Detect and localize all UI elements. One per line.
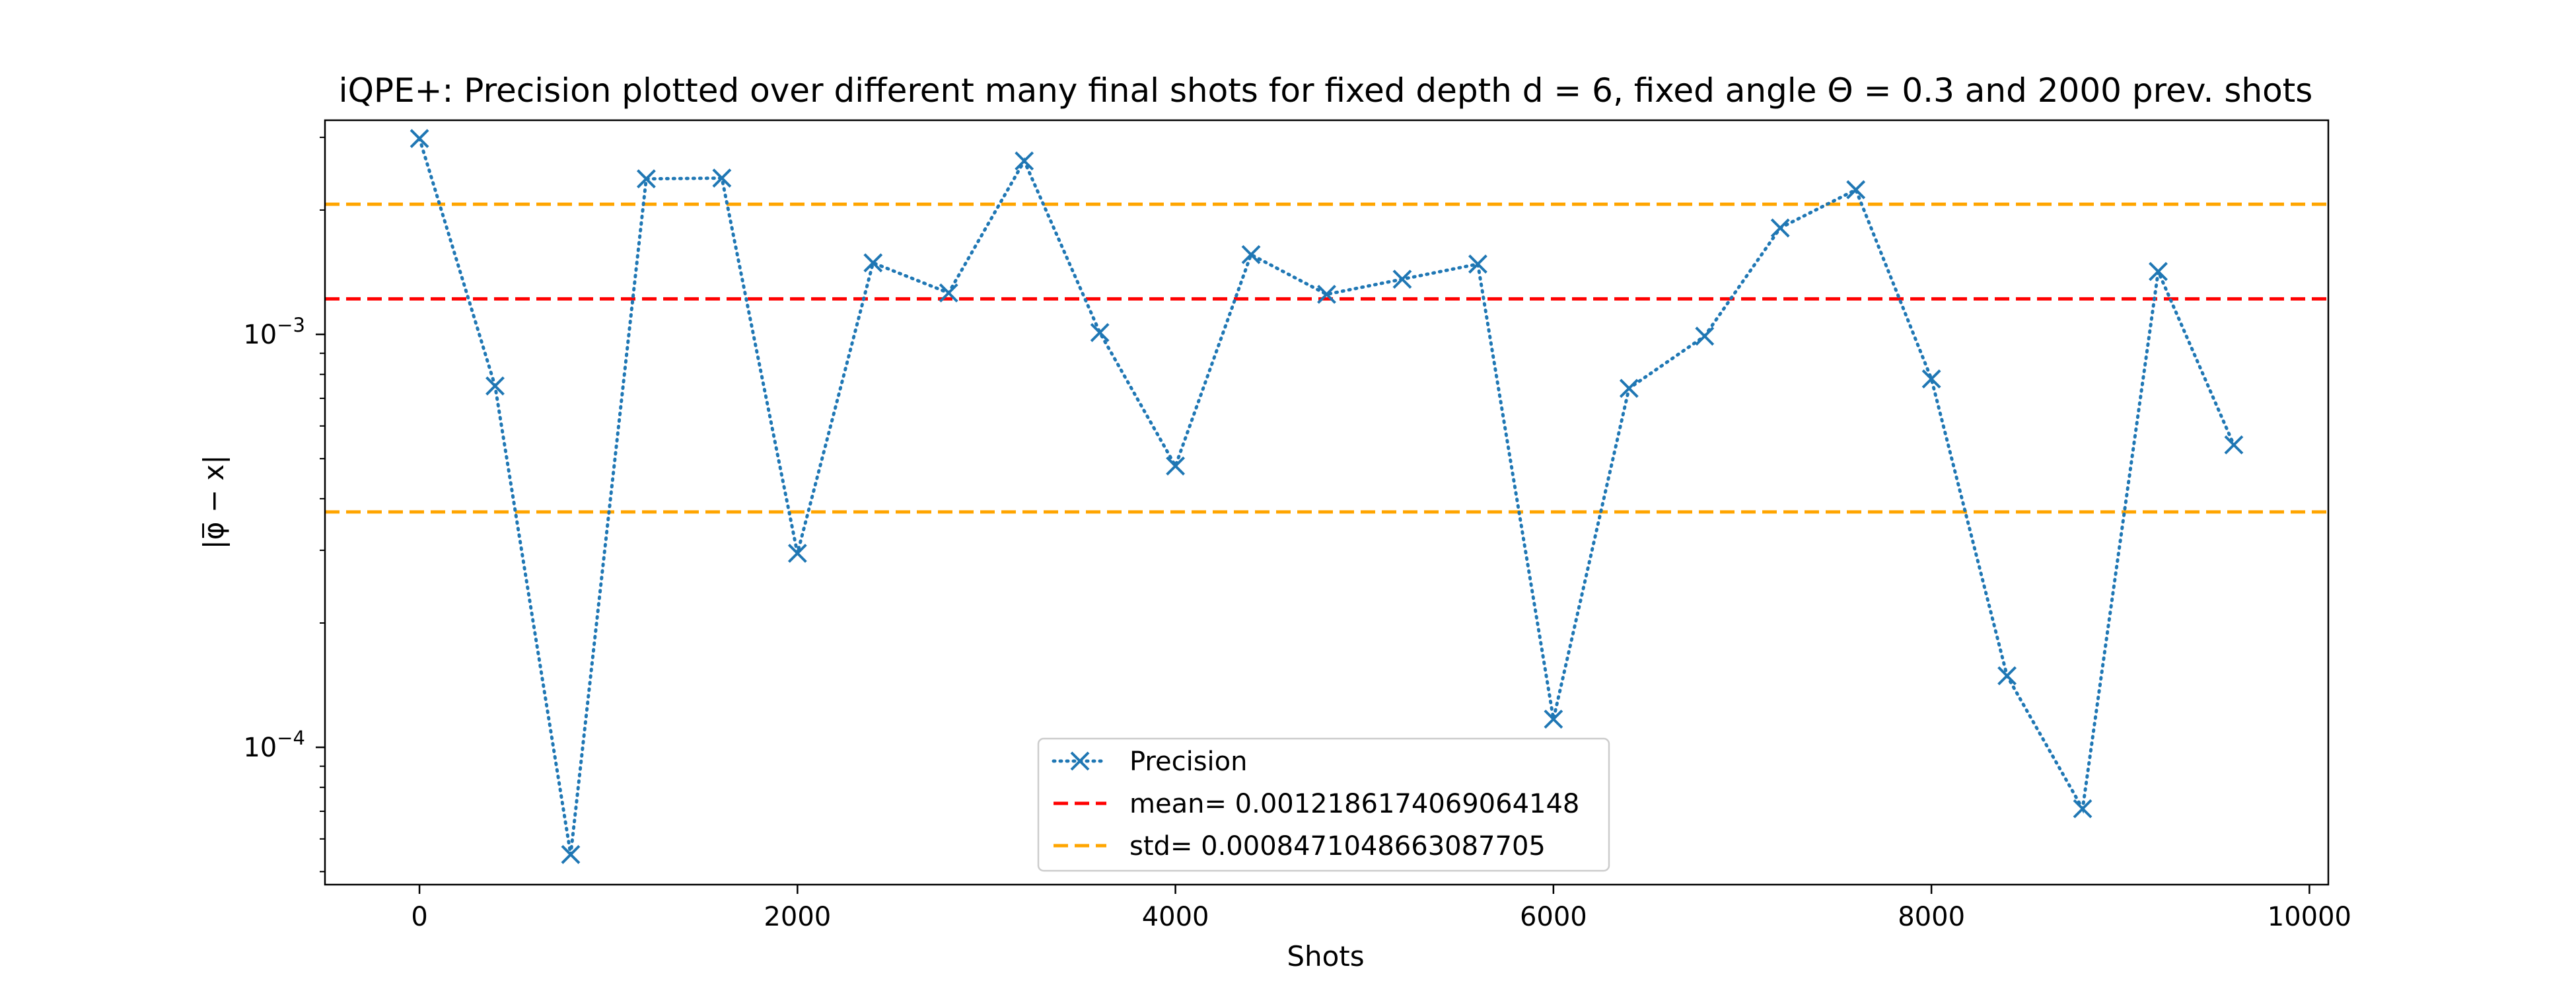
x-tick-label: 8000 <box>1898 902 1965 932</box>
x-tick-label: 2000 <box>764 902 831 932</box>
data-point-23 <box>2149 262 2168 281</box>
data-point-stroke <box>2073 799 2093 819</box>
legend-item-0: Precision <box>1052 747 1247 777</box>
data-point-9 <box>1090 322 1110 342</box>
data-point-11 <box>1241 244 1261 264</box>
data-point-stroke <box>1770 218 1790 238</box>
x-tick-label: 4000 <box>1142 902 1209 932</box>
data-point-5 <box>787 544 807 563</box>
data-point-13 <box>1392 270 1412 289</box>
data-point-22 <box>2073 799 2093 819</box>
x-tick-label: 6000 <box>1520 902 1587 932</box>
data-point-15 <box>1544 710 1563 729</box>
data-point-stroke <box>939 283 958 303</box>
data-point-12 <box>1317 285 1336 304</box>
data-point-10 <box>1166 456 1186 476</box>
x-tick-label: 0 <box>411 902 427 932</box>
data-point-stroke <box>1846 180 1866 200</box>
data-point-0 <box>410 129 429 149</box>
data-point-stroke <box>1468 254 1487 274</box>
legend-box <box>1037 737 1610 872</box>
legend: Precision mean= 0.0012186174069064148 std=… <box>1037 737 1610 872</box>
data-point-21 <box>1997 666 2017 686</box>
data-point-stroke <box>1241 244 1261 264</box>
legend-item-1: mean= 0.0012186174069064148 <box>1054 789 1579 819</box>
data-point-8 <box>1015 151 1034 171</box>
x-axis-ticks: 0 2000 4000 6000 8000 10000 <box>411 885 2351 932</box>
data-point-stroke <box>637 169 656 189</box>
data-point-19 <box>1846 180 1866 200</box>
chart-title: iQPE+: Precision plotted over different … <box>339 71 2313 110</box>
data-point-stroke <box>1090 322 1110 342</box>
plot-frame <box>324 119 2330 886</box>
data-point-stroke <box>2149 262 2168 281</box>
data-point-18 <box>1770 218 1790 238</box>
data-point-stroke <box>410 129 429 149</box>
data-point-stroke <box>1015 151 1034 171</box>
x-tick-label: 10000 <box>2268 902 2351 932</box>
data-point-stroke <box>1317 285 1336 304</box>
data-point-stroke <box>1166 456 1186 476</box>
x-axis-label: Shots <box>1287 940 1364 973</box>
data-point-stroke <box>485 376 505 396</box>
data-point-stroke <box>1392 270 1412 289</box>
data-point-stroke <box>787 544 807 563</box>
data-point-7 <box>939 283 958 303</box>
precision-series-markers <box>410 129 2244 864</box>
legend-label: mean= 0.0012186174069064148 <box>1129 789 1579 819</box>
legend-item-2: std= 0.0008471048663087705 <box>1054 831 1546 862</box>
data-point-stroke <box>1695 326 1715 346</box>
y-tick-label: 10−3 <box>243 314 305 350</box>
legend-label: std= 0.0008471048663087705 <box>1129 831 1546 862</box>
legend-label: Precision <box>1129 747 1247 777</box>
data-point-stroke <box>863 253 883 273</box>
data-point-24 <box>2224 435 2244 455</box>
data-point-stroke <box>561 845 581 864</box>
data-point-4 <box>712 168 732 188</box>
y-axis-label: |φ̅ − x| <box>197 455 230 550</box>
data-point-stroke <box>1544 710 1563 729</box>
legend-swatch-marker <box>1070 751 1090 771</box>
data-point-2 <box>561 845 581 864</box>
data-point-3 <box>637 169 656 189</box>
data-point-16 <box>1619 379 1639 398</box>
data-point-stroke <box>712 168 732 188</box>
data-point-14 <box>1468 254 1487 274</box>
data-point-6 <box>863 253 883 273</box>
data-point-17 <box>1695 326 1715 346</box>
y-axis-ticks: 10−3 10−4 <box>243 136 325 873</box>
data-point-1 <box>485 376 505 396</box>
reference-lines <box>325 202 2328 514</box>
data-point-20 <box>1921 369 1941 388</box>
data-point-stroke <box>1921 369 1941 388</box>
y-tick-label: 10−4 <box>243 727 305 763</box>
data-point-stroke <box>1619 379 1639 398</box>
data-point-stroke <box>1997 666 2017 686</box>
data-point-stroke <box>2224 435 2244 455</box>
